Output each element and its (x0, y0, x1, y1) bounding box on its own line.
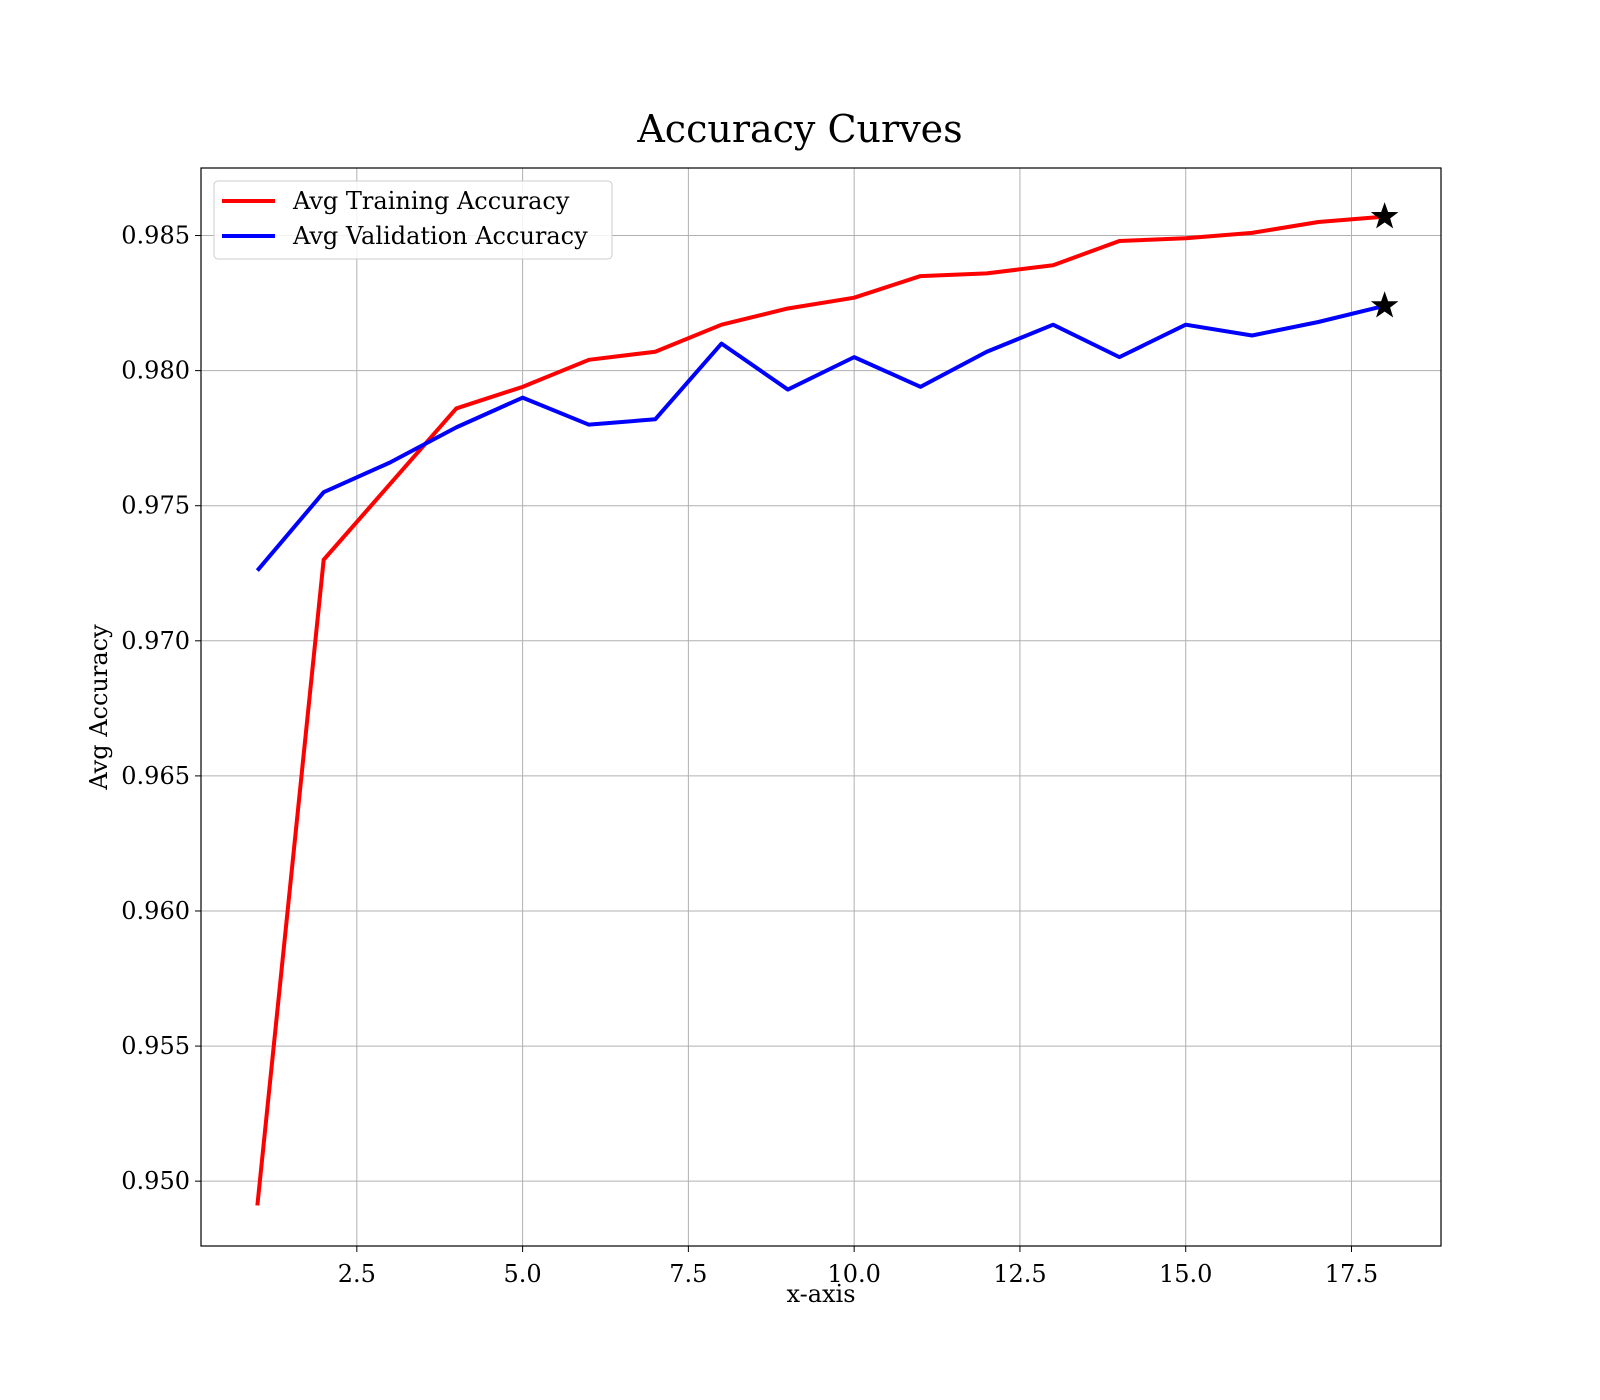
x-axis-ticks: 2.5 5.0 7.5 10.0 12.5 15.0 17.5 (338, 1246, 1378, 1288)
y-tick-label: 0.985 (121, 222, 190, 250)
star-icon (1370, 202, 1399, 229)
y-tick-label: 0.965 (121, 762, 190, 790)
series-line-validation (255, 303, 1386, 572)
best-markers (1370, 202, 1399, 318)
y-axis-label: Avg Accuracy (85, 624, 113, 791)
x-tick-label: 7.5 (669, 1260, 707, 1288)
legend-label: Avg Validation Accuracy (292, 222, 588, 250)
plot-area (200, 167, 1442, 1247)
y-axis-ticks: 0.950 0.955 0.960 0.965 0.970 0.975 0.980 0.985 (121, 222, 201, 1195)
x-tick-label: 15.0 (1159, 1260, 1212, 1288)
y-tick-label: 0.955 (121, 1032, 190, 1060)
x-axis-label: x-axis (786, 1280, 855, 1308)
x-tick-label: 17.5 (1325, 1260, 1378, 1288)
y-tick-label: 0.960 (121, 897, 190, 925)
grid-lines (201, 168, 1441, 1246)
y-tick-label: 0.970 (121, 627, 190, 655)
series-layer (255, 214, 1386, 1206)
x-tick-label: 2.5 (338, 1260, 376, 1288)
legend: Avg Training Accuracy Avg Validation Accu… (213, 180, 613, 260)
series-line-training (255, 214, 1385, 1206)
y-tick-label: 0.980 (121, 357, 190, 385)
legend-box (213, 180, 613, 260)
star-icon (1370, 291, 1399, 318)
x-tick-label: 10.0 (827, 1260, 880, 1288)
y-tick-label: 0.975 (121, 492, 190, 520)
x-tick-label: 12.5 (993, 1260, 1046, 1288)
y-tick-label: 0.950 (121, 1167, 190, 1195)
chart-title: Accuracy Curves (636, 107, 962, 151)
legend-label: Avg Training Accuracy (292, 187, 570, 215)
x-tick-label: 5.0 (504, 1260, 542, 1288)
